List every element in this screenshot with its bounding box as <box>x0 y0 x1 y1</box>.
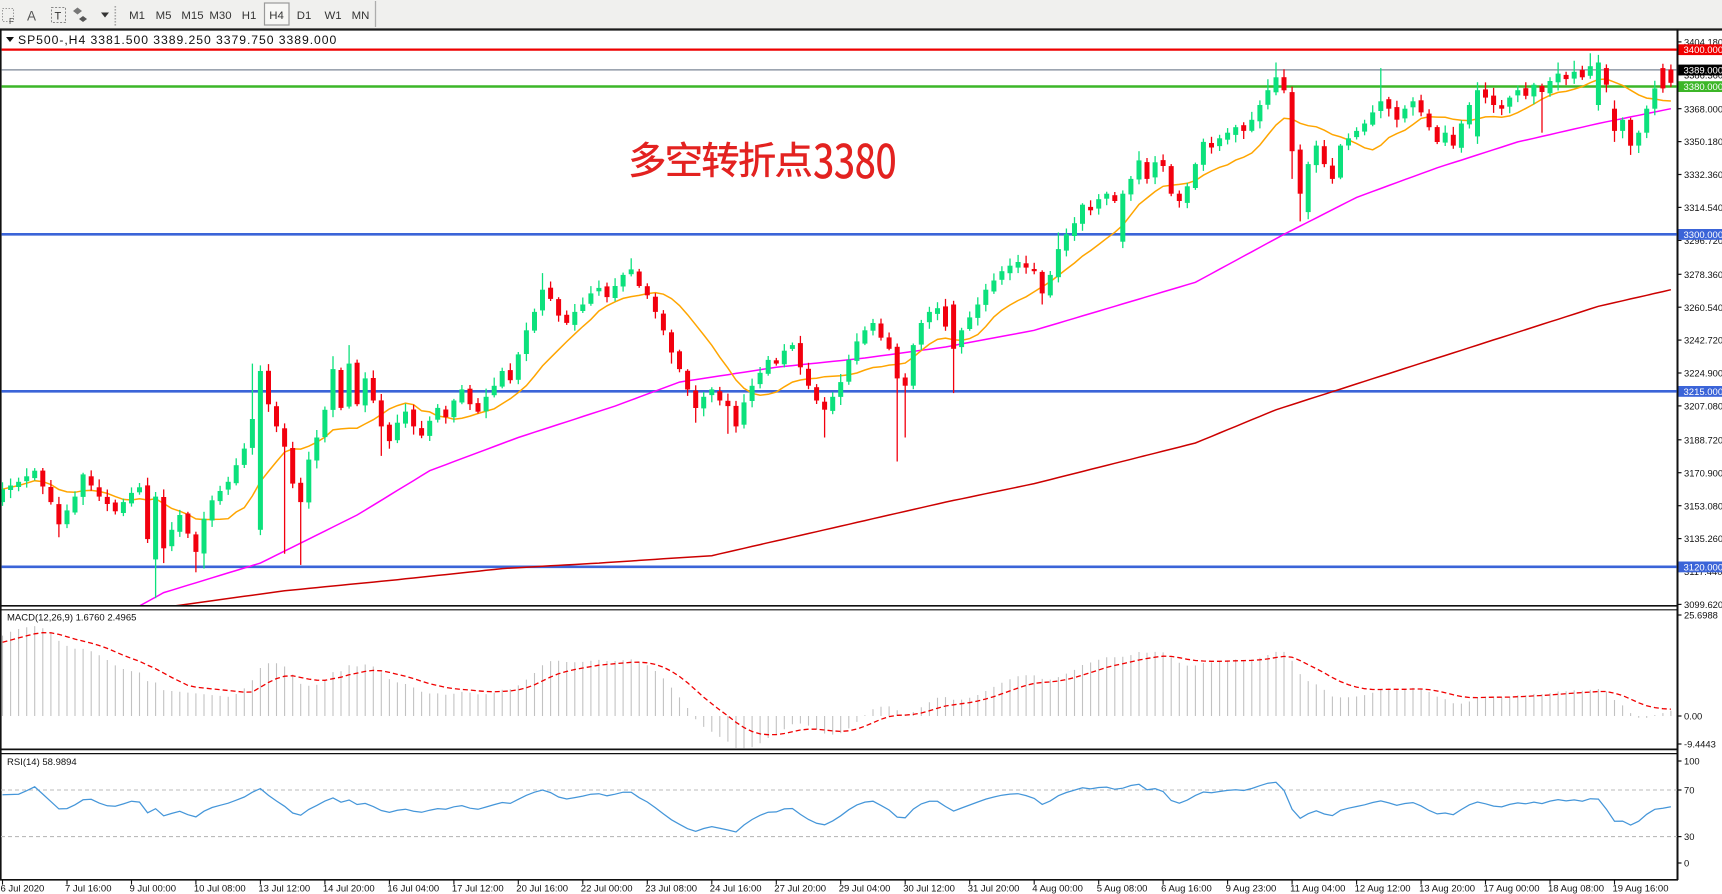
svg-text:3400.000: 3400.000 <box>1684 45 1722 56</box>
svg-text:30 Jul 12:00: 30 Jul 12:00 <box>903 884 955 894</box>
svg-text:23 Jul 08:00: 23 Jul 08:00 <box>645 884 697 894</box>
svg-text:4 Aug 00:00: 4 Aug 00:00 <box>1032 884 1083 894</box>
svg-text:25.6988: 25.6988 <box>1684 610 1718 621</box>
svg-text:M5: M5 <box>156 10 172 22</box>
svg-text:MACD(12,26,9) 1.6760 2.4965: MACD(12,26,9) 1.6760 2.4965 <box>7 613 136 624</box>
svg-text:27 Jul 20:00: 27 Jul 20:00 <box>774 884 826 894</box>
svg-text:M15: M15 <box>181 10 203 22</box>
svg-text:F: F <box>9 17 14 26</box>
svg-text:3296.720: 3296.720 <box>1684 235 1722 246</box>
svg-text:3300.000: 3300.000 <box>1684 230 1722 241</box>
svg-text:16 Jul 04:00: 16 Jul 04:00 <box>387 884 439 894</box>
svg-text:3368.000: 3368.000 <box>1684 103 1722 114</box>
svg-text:10 Jul 08:00: 10 Jul 08:00 <box>194 884 246 894</box>
svg-text:3188.720: 3188.720 <box>1684 434 1722 445</box>
svg-text:70: 70 <box>1684 785 1694 796</box>
svg-text:3099.620: 3099.620 <box>1684 599 1722 610</box>
svg-text:MN: MN <box>352 10 370 22</box>
svg-text:H4: H4 <box>269 10 284 22</box>
svg-text:RSI(14) 58.9894: RSI(14) 58.9894 <box>7 757 77 768</box>
svg-text:3260.540: 3260.540 <box>1684 302 1722 313</box>
svg-text:3215.000: 3215.000 <box>1684 387 1722 398</box>
svg-text:3120.000: 3120.000 <box>1684 562 1722 573</box>
svg-text:0.00: 0.00 <box>1684 711 1702 722</box>
svg-text:3242.720: 3242.720 <box>1684 335 1722 346</box>
svg-text:SP500-,H4 3381.500 3389.250 3: SP500-,H4 3381.500 3389.250 3379.750 338… <box>18 33 337 47</box>
svg-text:A: A <box>27 9 36 24</box>
svg-text:9 Jul 00:00: 9 Jul 00:00 <box>130 884 176 894</box>
svg-text:30: 30 <box>1684 831 1694 842</box>
svg-text:0: 0 <box>1684 858 1689 869</box>
svg-text:M30: M30 <box>209 10 231 22</box>
svg-text:12 Aug 12:00: 12 Aug 12:00 <box>1355 884 1411 894</box>
svg-text:M1: M1 <box>129 10 145 22</box>
svg-text:T: T <box>55 11 62 23</box>
svg-text:3135.260: 3135.260 <box>1684 533 1722 544</box>
svg-text:5 Aug 08:00: 5 Aug 08:00 <box>1097 884 1148 894</box>
svg-text:14 Jul 20:00: 14 Jul 20:00 <box>323 884 375 894</box>
svg-text:H1: H1 <box>242 10 257 22</box>
svg-text:31 Jul 20:00: 31 Jul 20:00 <box>968 884 1020 894</box>
svg-text:D1: D1 <box>297 10 312 22</box>
svg-text:20 Jul 16:00: 20 Jul 16:00 <box>516 884 568 894</box>
svg-text:3350.180: 3350.180 <box>1684 136 1722 147</box>
svg-text:3170.900: 3170.900 <box>1684 467 1722 478</box>
svg-text:13 Jul 12:00: 13 Jul 12:00 <box>258 884 310 894</box>
svg-text:22 Jul 00:00: 22 Jul 00:00 <box>581 884 633 894</box>
svg-text:3153.080: 3153.080 <box>1684 500 1722 511</box>
svg-text:3389.000: 3389.000 <box>1684 66 1722 77</box>
svg-text:7 Jul 16:00: 7 Jul 16:00 <box>65 884 111 894</box>
svg-text:11 Aug 04:00: 11 Aug 04:00 <box>1290 884 1345 894</box>
svg-text:3207.080: 3207.080 <box>1684 401 1722 412</box>
svg-text:6 Aug 16:00: 6 Aug 16:00 <box>1161 884 1212 894</box>
svg-text:17 Jul 12:00: 17 Jul 12:00 <box>452 884 504 894</box>
svg-text:3224.900: 3224.900 <box>1684 368 1722 379</box>
svg-text:6 Jul 2020: 6 Jul 2020 <box>1 884 45 894</box>
svg-text:3278.360: 3278.360 <box>1684 269 1722 280</box>
svg-text:100: 100 <box>1684 756 1700 767</box>
svg-text:29 Jul 04:00: 29 Jul 04:00 <box>839 884 891 894</box>
svg-text:3380.000: 3380.000 <box>1684 82 1722 93</box>
svg-text:13 Aug 20:00: 13 Aug 20:00 <box>1419 884 1475 894</box>
svg-text:24 Jul 16:00: 24 Jul 16:00 <box>710 884 762 894</box>
svg-text:3332.360: 3332.360 <box>1684 169 1722 180</box>
svg-text:17 Aug 00:00: 17 Aug 00:00 <box>1484 884 1540 894</box>
svg-text:18 Aug 08:00: 18 Aug 08:00 <box>1548 884 1604 894</box>
svg-text:W1: W1 <box>324 10 341 22</box>
svg-text:19 Aug 16:00: 19 Aug 16:00 <box>1613 884 1669 894</box>
svg-text:-9.4443: -9.4443 <box>1684 739 1716 750</box>
svg-text:3314.540: 3314.540 <box>1684 202 1722 213</box>
svg-text:3404.180: 3404.180 <box>1684 37 1722 48</box>
svg-text:9 Aug 23:00: 9 Aug 23:00 <box>1226 884 1277 894</box>
